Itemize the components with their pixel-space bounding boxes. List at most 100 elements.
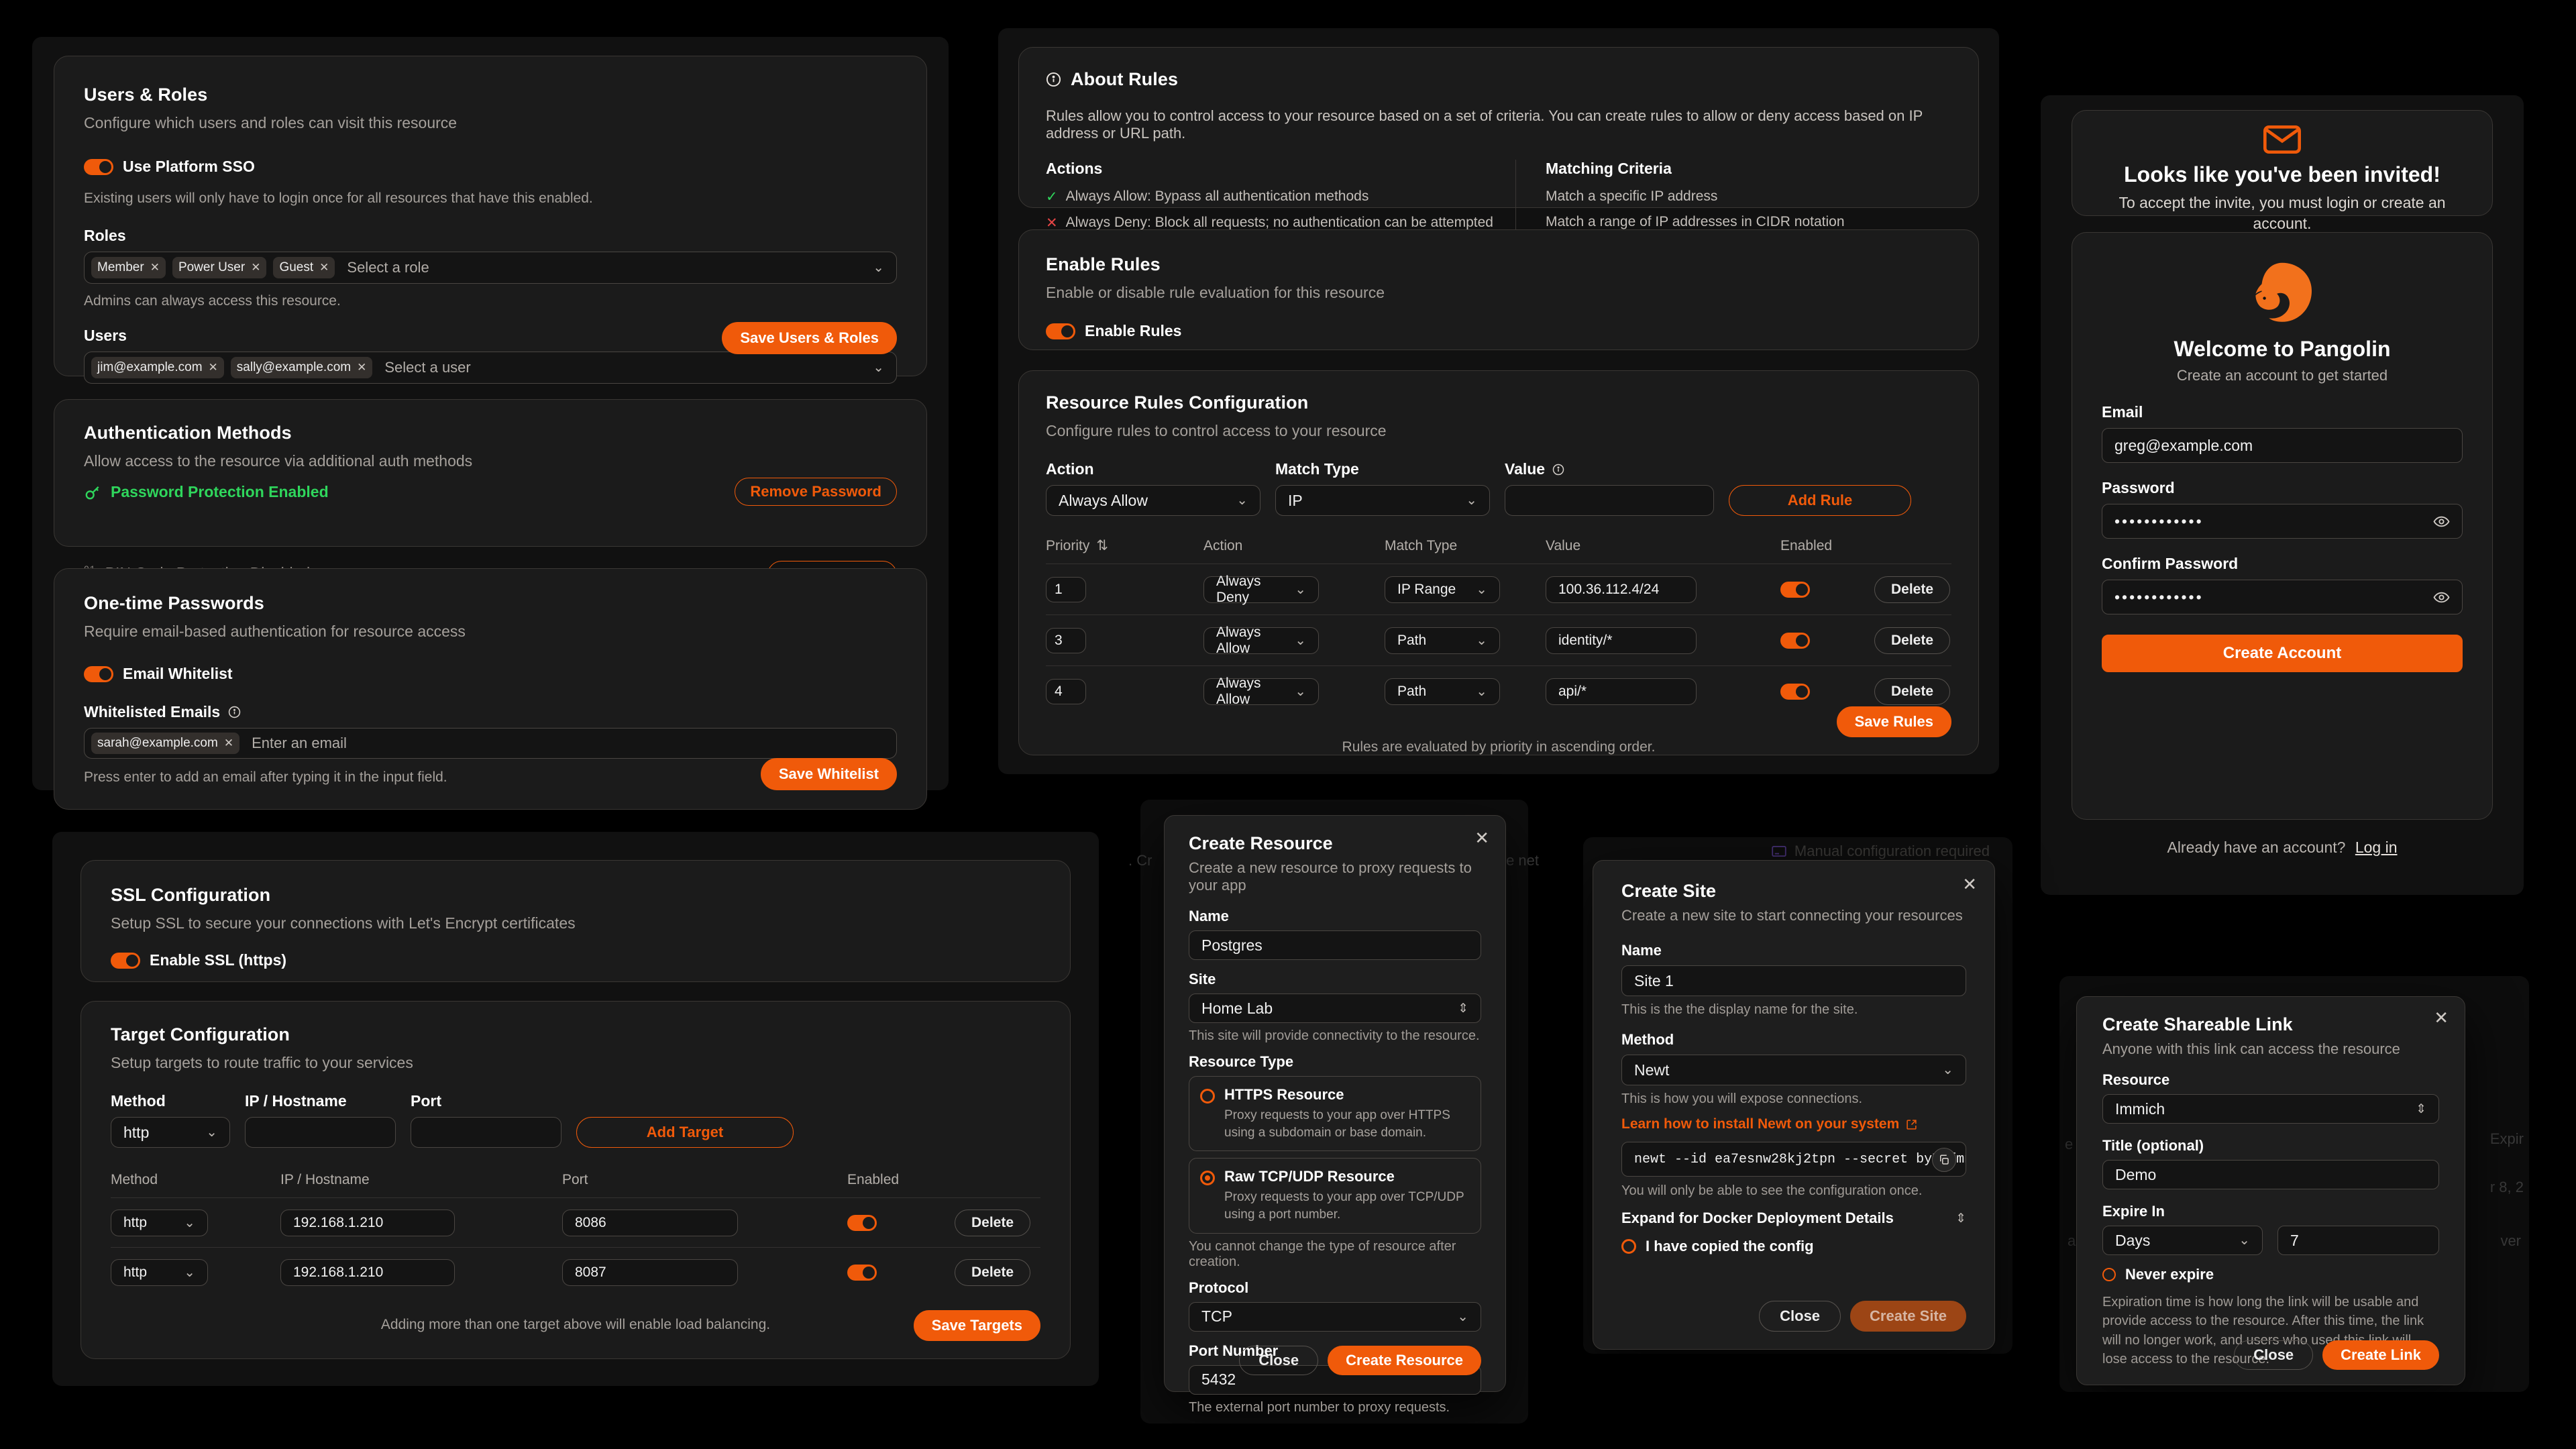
rule-matchtype-select[interactable]: IP Range ⌄ xyxy=(1385,576,1500,603)
radio-unselected-icon[interactable] xyxy=(1621,1239,1636,1254)
site-method-select[interactable]: Newt ⌄ xyxy=(1621,1055,1966,1085)
remove-password-button[interactable]: Remove Password xyxy=(735,478,897,506)
chevron-down-icon[interactable]: ⌄ xyxy=(1466,493,1477,508)
email-whitelist-toggle[interactable]: Email Whitelist xyxy=(84,665,897,683)
remove-chip-icon[interactable]: ✕ xyxy=(319,261,329,274)
rule-priority-input[interactable]: 4 xyxy=(1046,678,1086,704)
rule-action-select[interactable]: Always Deny ⌄ xyxy=(1203,574,1319,605)
password-field[interactable]: •••••••••••• xyxy=(2102,504,2463,539)
role-chip[interactable]: Member ✕ xyxy=(91,257,166,278)
use-platform-sso-toggle[interactable]: Use Platform SSO xyxy=(84,158,897,176)
protocol-select[interactable]: TCP ⌄ xyxy=(1189,1301,1481,1332)
add-rule-button[interactable]: Add Rule xyxy=(1729,485,1911,516)
chevron-down-icon[interactable]: ⌄ xyxy=(184,1215,195,1230)
delete-rule-button[interactable]: Delete xyxy=(1874,627,1951,654)
rule-enabled-toggle[interactable] xyxy=(1780,581,1810,598)
chevron-down-icon[interactable]: ⌄ xyxy=(1476,582,1487,597)
login-link[interactable]: Log in xyxy=(2355,839,2398,856)
close-icon[interactable]: ✕ xyxy=(2434,1008,2449,1028)
rule-matchtype-select[interactable]: Path ⌄ xyxy=(1385,678,1500,705)
remove-chip-icon[interactable]: ✕ xyxy=(223,737,234,749)
email-field[interactable]: greg@example.com xyxy=(2102,428,2463,463)
expire-unit-select[interactable]: Days ⌄ xyxy=(2102,1226,2263,1255)
link-title-input[interactable]: Demo xyxy=(2102,1160,2439,1189)
site-name-input[interactable]: Site 1 xyxy=(1621,965,1966,996)
target-host-input[interactable]: 192.168.1.210 xyxy=(280,1209,455,1236)
new-rule-action-select[interactable]: Always Allow ⌄ xyxy=(1046,485,1260,516)
resource-type-option-https[interactable]: HTTPS Resource Proxy requests to your ap… xyxy=(1189,1076,1481,1152)
target-host-input[interactable]: 192.168.1.210 xyxy=(280,1258,455,1286)
rule-value-input[interactable]: identity/* xyxy=(1546,627,1697,654)
chevron-down-icon[interactable]: ⌄ xyxy=(1476,633,1487,648)
new-rule-value-input[interactable] xyxy=(1505,485,1714,516)
rule-enabled-toggle[interactable] xyxy=(1780,632,1810,649)
enable-rules-toggle[interactable]: Enable Rules xyxy=(1046,322,1951,340)
rule-priority-input[interactable]: 3 xyxy=(1046,627,1086,653)
rule-priority-input[interactable]: 1 xyxy=(1046,576,1086,602)
new-target-port-input[interactable] xyxy=(411,1117,561,1148)
rule-value-input[interactable]: 100.36.112.4/24 xyxy=(1546,576,1697,603)
chevron-down-icon[interactable]: ⌄ xyxy=(1295,684,1306,699)
chevron-down-icon[interactable]: ⌄ xyxy=(873,260,884,275)
create-link-button[interactable]: Create Link xyxy=(2322,1340,2439,1370)
save-rules-button[interactable]: Save Rules xyxy=(1836,706,1951,737)
delete-rule-button[interactable]: Delete xyxy=(1874,576,1951,603)
chevron-up-down-icon[interactable]: ⇕ xyxy=(1955,1211,1966,1226)
info-icon[interactable] xyxy=(1552,464,1564,476)
roles-multiselect[interactable]: Member ✕ Power User ✕ Guest ✕ Select a role… xyxy=(84,252,897,284)
remove-chip-icon[interactable]: ✕ xyxy=(208,361,218,374)
chevron-up-down-icon[interactable]: ⇕ xyxy=(2416,1102,2426,1116)
save-users-roles-button[interactable]: Save Users & Roles xyxy=(722,322,897,354)
target-port-input[interactable]: 8087 xyxy=(562,1258,738,1286)
chevron-down-icon[interactable]: ⌄ xyxy=(1295,633,1306,648)
chevron-down-icon[interactable]: ⌄ xyxy=(2239,1233,2250,1248)
email-chip[interactable]: sarah@example.com ✕ xyxy=(91,733,240,754)
radio-unselected-icon[interactable] xyxy=(1200,1089,1215,1104)
sort-icon[interactable]: ⇅ xyxy=(1096,538,1108,553)
copy-icon[interactable] xyxy=(1932,1148,1956,1172)
add-target-button[interactable]: Add Target xyxy=(576,1117,794,1148)
chevron-down-icon[interactable]: ⌄ xyxy=(1457,1309,1468,1324)
toggle-track[interactable] xyxy=(84,665,113,682)
copied-config-checkbox[interactable]: I have copied the config xyxy=(1621,1238,1966,1255)
toggle-track[interactable] xyxy=(1046,323,1075,339)
role-chip[interactable]: Guest ✕ xyxy=(273,257,335,278)
resource-site-select[interactable]: Home Lab ⇕ xyxy=(1189,994,1481,1023)
rule-enabled-toggle[interactable] xyxy=(1780,683,1810,700)
target-enabled-toggle[interactable] xyxy=(847,1264,877,1281)
delete-target-button[interactable]: Delete xyxy=(955,1209,1031,1236)
chevron-down-icon[interactable]: ⌄ xyxy=(184,1265,195,1280)
role-chip[interactable]: Power User ✕ xyxy=(172,257,267,278)
remove-chip-icon[interactable]: ✕ xyxy=(150,261,160,274)
radio-unselected-icon[interactable] xyxy=(2102,1268,2116,1281)
rule-action-select[interactable]: Always Allow ⌄ xyxy=(1203,625,1319,656)
close-button[interactable]: Close xyxy=(1759,1301,1841,1332)
close-icon[interactable]: ✕ xyxy=(1474,828,1489,848)
newt-command-field[interactable]: newt --id ea7esnw28kj2tpn --secret by7jf… xyxy=(1621,1142,1966,1177)
create-site-button[interactable]: Create Site xyxy=(1850,1301,1966,1332)
chevron-down-icon[interactable]: ⌄ xyxy=(1295,582,1306,597)
toggle-track[interactable] xyxy=(111,952,140,969)
close-button[interactable]: Close xyxy=(2234,1340,2314,1370)
rule-matchtype-select[interactable]: Path ⌄ xyxy=(1385,627,1500,654)
chevron-up-down-icon[interactable]: ⇕ xyxy=(1458,1001,1468,1016)
chevron-down-icon[interactable]: ⌄ xyxy=(1942,1063,1953,1077)
create-resource-button[interactable]: Create Resource xyxy=(1328,1346,1481,1375)
delete-rule-button[interactable]: Delete xyxy=(1874,678,1951,705)
link-resource-select[interactable]: Immich ⇕ xyxy=(2102,1094,2439,1124)
chevron-down-icon[interactable]: ⌄ xyxy=(873,360,884,375)
delete-target-button[interactable]: Delete xyxy=(955,1258,1031,1286)
users-multiselect[interactable]: jim@example.com ✕ sally@example.com ✕ Sele… xyxy=(84,352,897,384)
resource-name-input[interactable]: Postgres xyxy=(1189,930,1481,960)
expire-amount-input[interactable]: 7 xyxy=(2277,1226,2439,1255)
resource-type-option-raw[interactable]: Raw TCP/UDP Resource Proxy requests to y… xyxy=(1189,1158,1481,1234)
toggle-track[interactable] xyxy=(84,158,113,175)
chevron-down-icon[interactable]: ⌄ xyxy=(1476,684,1487,699)
target-enabled-toggle[interactable] xyxy=(847,1214,877,1231)
confirm-password-field[interactable]: •••••••••••• xyxy=(2102,580,2463,614)
remove-chip-icon[interactable]: ✕ xyxy=(357,361,367,374)
close-button[interactable]: Close xyxy=(1239,1346,1319,1375)
enable-ssl-toggle[interactable]: Enable SSL (https) xyxy=(111,951,1040,969)
target-port-input[interactable]: 8086 xyxy=(562,1209,738,1236)
new-target-host-input[interactable] xyxy=(245,1117,396,1148)
